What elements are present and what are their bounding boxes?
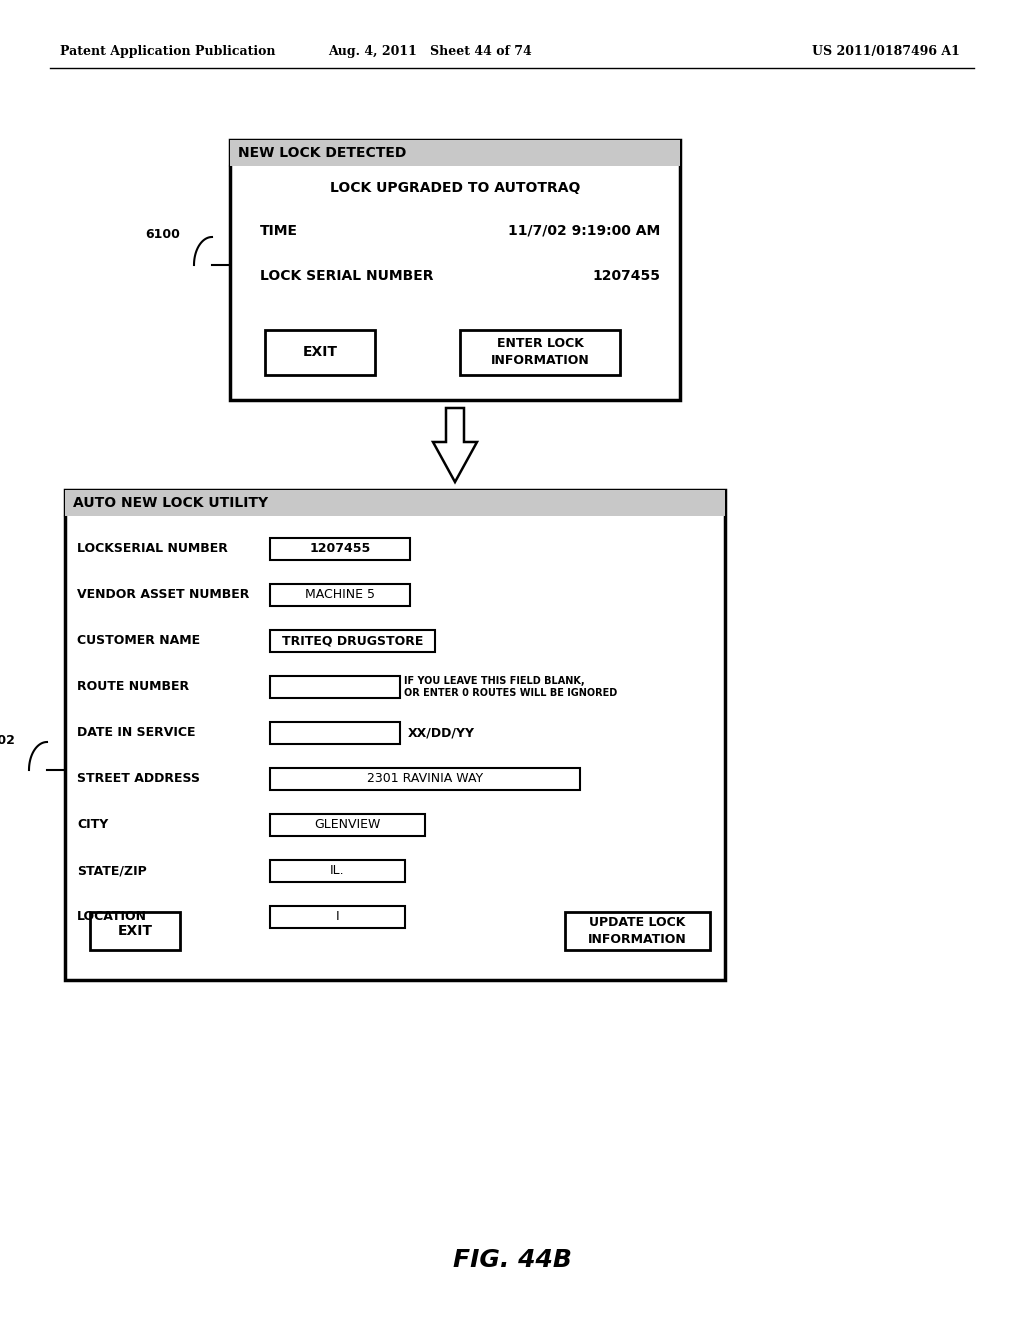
Text: EXIT: EXIT — [302, 345, 338, 359]
Text: LOCKSERIAL NUMBER: LOCKSERIAL NUMBER — [77, 543, 228, 556]
Bar — [270, 814, 425, 836]
Text: NEW LOCK DETECTED: NEW LOCK DETECTED — [238, 147, 407, 160]
Text: DATE IN SERVICE: DATE IN SERVICE — [77, 726, 196, 739]
Bar — [642, 144, 656, 156]
Text: I: I — [336, 911, 339, 924]
Bar — [270, 676, 400, 698]
Text: LOCATION: LOCATION — [77, 911, 147, 924]
Text: 11/7/02 9:19:00 AM: 11/7/02 9:19:00 AM — [508, 224, 660, 238]
Text: TIME: TIME — [260, 224, 298, 238]
Text: LOCK UPGRADED TO AUTOTRAQ: LOCK UPGRADED TO AUTOTRAQ — [330, 181, 581, 195]
Bar — [270, 722, 400, 744]
Text: US 2011/0187496 A1: US 2011/0187496 A1 — [812, 45, 961, 58]
Bar — [270, 906, 406, 928]
Text: CITY: CITY — [77, 818, 109, 832]
Bar — [625, 144, 639, 156]
Text: IF YOU LEAVE THIS FIELD BLANK,
OR ENTER 0 ROUTES WILL BE IGNORED: IF YOU LEAVE THIS FIELD BLANK, OR ENTER … — [404, 676, 617, 698]
Text: ENTER LOCK
INFORMATION: ENTER LOCK INFORMATION — [490, 337, 590, 367]
Bar — [65, 490, 725, 516]
Text: LOCK SERIAL NUMBER: LOCK SERIAL NUMBER — [260, 269, 433, 282]
Text: MACHINE 5: MACHINE 5 — [305, 589, 375, 602]
Text: 1207455: 1207455 — [592, 269, 660, 282]
Text: IL.: IL. — [330, 865, 345, 878]
Text: GLENVIEW: GLENVIEW — [314, 818, 381, 832]
Bar — [270, 539, 410, 560]
Text: TRITEQ DRUGSTORE: TRITEQ DRUGSTORE — [282, 635, 423, 648]
Bar — [670, 494, 684, 506]
Text: 6102: 6102 — [0, 734, 15, 747]
Text: FIG. 44B: FIG. 44B — [453, 1247, 571, 1272]
Bar — [687, 494, 701, 506]
Bar — [230, 140, 680, 166]
Bar — [270, 861, 406, 882]
Bar — [265, 330, 375, 375]
Text: Patent Application Publication: Patent Application Publication — [60, 45, 275, 58]
Bar — [659, 144, 673, 156]
Text: EXIT: EXIT — [118, 924, 153, 939]
Text: UPDATE LOCK
INFORMATION: UPDATE LOCK INFORMATION — [588, 916, 687, 946]
Bar — [460, 330, 620, 375]
Text: 2301 RAVINIA WAY: 2301 RAVINIA WAY — [367, 772, 483, 785]
Text: ROUTE NUMBER: ROUTE NUMBER — [77, 681, 189, 693]
Text: VENDOR ASSET NUMBER: VENDOR ASSET NUMBER — [77, 589, 250, 602]
Text: Aug. 4, 2011   Sheet 44 of 74: Aug. 4, 2011 Sheet 44 of 74 — [328, 45, 531, 58]
Bar — [565, 912, 710, 950]
Polygon shape — [433, 408, 477, 482]
Text: 1207455: 1207455 — [309, 543, 371, 556]
Bar — [270, 768, 580, 789]
Text: XX/DD/YY: XX/DD/YY — [408, 726, 475, 739]
Bar — [65, 490, 725, 979]
Text: 6100: 6100 — [145, 228, 180, 242]
Bar — [90, 912, 180, 950]
Text: CUSTOMER NAME: CUSTOMER NAME — [77, 635, 200, 648]
Text: STREET ADDRESS: STREET ADDRESS — [77, 772, 200, 785]
Text: AUTO NEW LOCK UTILITY: AUTO NEW LOCK UTILITY — [73, 496, 268, 510]
Text: STATE/ZIP: STATE/ZIP — [77, 865, 146, 878]
Bar — [270, 630, 435, 652]
Bar — [705, 494, 718, 506]
Bar — [230, 140, 680, 400]
Bar — [270, 583, 410, 606]
